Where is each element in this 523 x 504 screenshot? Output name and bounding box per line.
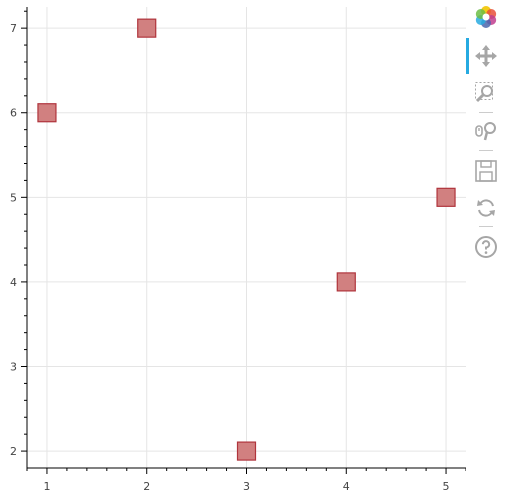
scatter-square-marker	[236, 441, 257, 461]
toolbar-separator	[479, 226, 493, 227]
save-tool-icon[interactable]	[474, 159, 498, 183]
x-tick-label: 3	[243, 480, 250, 493]
toolbar-separator	[479, 112, 493, 113]
help-tool-icon[interactable]	[474, 235, 498, 259]
scatter-square-marker	[436, 187, 456, 207]
bokeh-logo-icon	[474, 5, 498, 29]
y-tick-label: 6	[10, 107, 17, 120]
wheel-zoom-tool-icon[interactable]	[474, 119, 498, 143]
scatter-plot-canvas[interactable]: 1 2 3 4 5 2 3 4 5 6 7	[0, 0, 466, 504]
active-tool-indicator	[466, 38, 469, 74]
scatter-square-marker	[336, 272, 356, 292]
scatter-square-marker	[37, 103, 57, 123]
plot-toolbar	[466, 0, 523, 280]
y-tick-label: 3	[10, 360, 17, 373]
x-tick-label: 4	[343, 480, 350, 493]
x-tick-label: 1	[43, 480, 50, 493]
y-tick-label: 5	[10, 191, 17, 204]
y-tick-label: 2	[10, 445, 17, 458]
x-tick-label: 2	[143, 480, 150, 493]
y-tick-label: 4	[10, 276, 17, 289]
box-zoom-tool-icon[interactable]	[474, 81, 498, 105]
pan-tool-icon[interactable]	[474, 44, 498, 68]
y-tick-label: 7	[10, 22, 17, 35]
x-tick-label: 5	[443, 480, 450, 493]
toolbar-separator	[479, 150, 493, 151]
reset-tool-icon[interactable]	[474, 196, 498, 220]
scatter-square-marker	[137, 18, 157, 38]
